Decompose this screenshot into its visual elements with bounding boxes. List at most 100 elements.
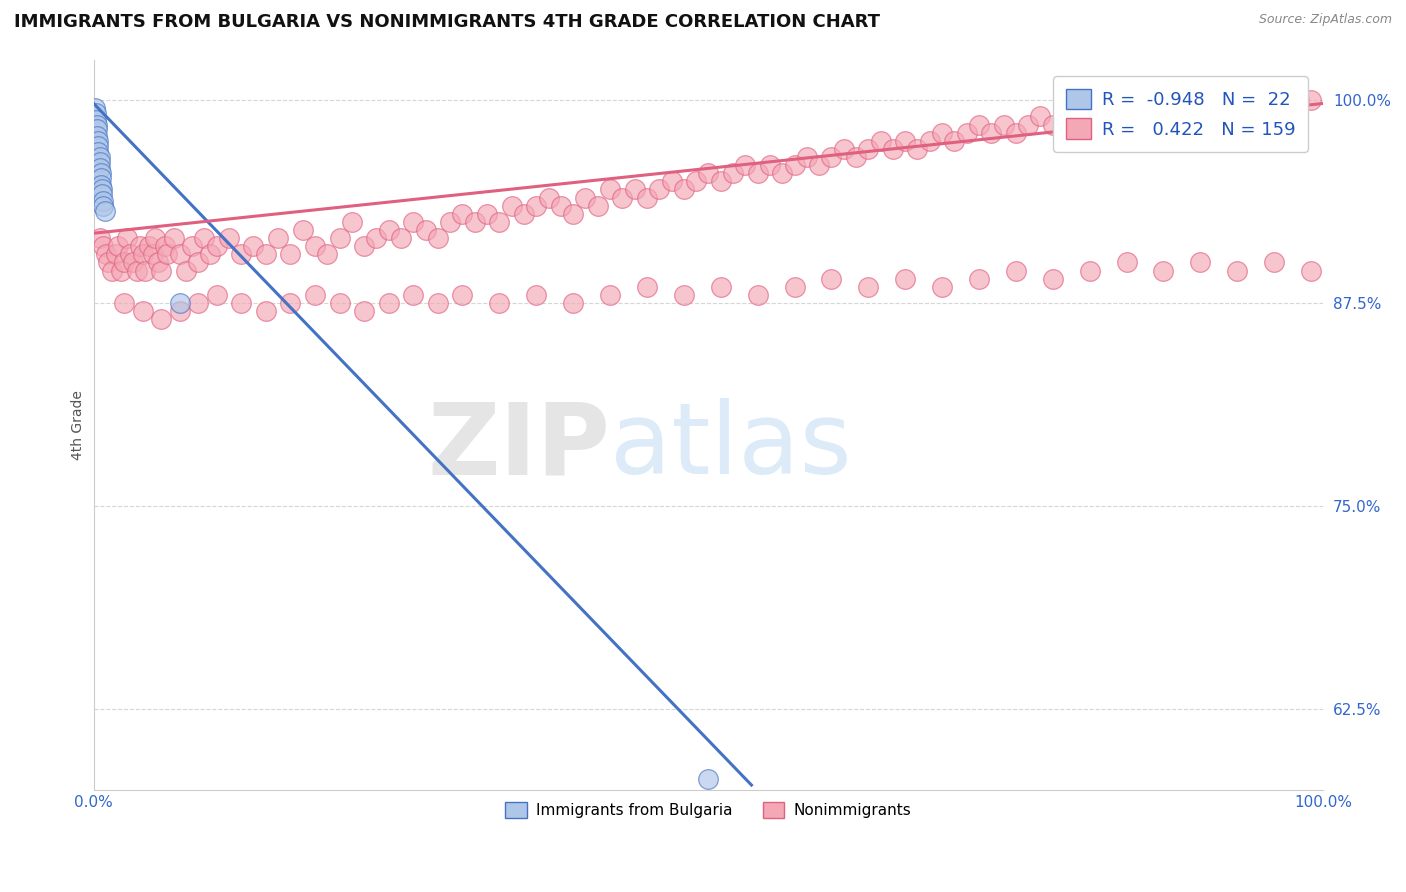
Point — [132, 247, 155, 261]
Point — [91, 182, 114, 196]
Point — [636, 280, 658, 294]
Point — [931, 280, 953, 294]
Point — [110, 263, 132, 277]
Point — [685, 174, 707, 188]
Point — [967, 271, 990, 285]
Point — [150, 312, 173, 326]
Point — [97, 255, 120, 269]
Point — [1263, 95, 1285, 109]
Point — [328, 231, 350, 245]
Point — [162, 231, 184, 245]
Point — [1226, 263, 1249, 277]
Point — [586, 199, 609, 213]
Point — [1288, 93, 1310, 107]
Point — [464, 215, 486, 229]
Point — [112, 296, 135, 310]
Point — [205, 288, 228, 302]
Point — [242, 239, 264, 253]
Point — [169, 304, 191, 318]
Point — [524, 199, 547, 213]
Point — [747, 288, 769, 302]
Point — [254, 247, 277, 261]
Point — [488, 296, 510, 310]
Point — [1189, 255, 1212, 269]
Point — [86, 118, 108, 132]
Point — [524, 288, 547, 302]
Point — [1189, 98, 1212, 112]
Point — [697, 772, 720, 786]
Text: IMMIGRANTS FROM BULGARIA VS NONIMMIGRANTS 4TH GRADE CORRELATION CHART: IMMIGRANTS FROM BULGARIA VS NONIMMIGRANT… — [14, 13, 880, 31]
Point — [1152, 106, 1174, 120]
Point — [1263, 255, 1285, 269]
Point — [90, 178, 112, 192]
Point — [1017, 118, 1039, 132]
Point — [980, 126, 1002, 140]
Point — [858, 142, 880, 156]
Point — [1201, 98, 1223, 112]
Point — [820, 271, 842, 285]
Point — [90, 166, 112, 180]
Point — [858, 280, 880, 294]
Point — [612, 190, 634, 204]
Text: Source: ZipAtlas.com: Source: ZipAtlas.com — [1258, 13, 1392, 27]
Point — [125, 263, 148, 277]
Point — [796, 150, 818, 164]
Point — [648, 182, 671, 196]
Point — [142, 247, 165, 261]
Point — [89, 231, 111, 245]
Point — [882, 142, 904, 156]
Point — [377, 223, 399, 237]
Point — [89, 150, 111, 164]
Point — [328, 296, 350, 310]
Point — [156, 247, 179, 261]
Point — [550, 199, 572, 213]
Point — [86, 128, 108, 143]
Point — [1115, 101, 1137, 115]
Point — [200, 247, 222, 261]
Point — [112, 255, 135, 269]
Point — [451, 288, 474, 302]
Point — [389, 231, 412, 245]
Point — [1005, 263, 1028, 277]
Point — [104, 247, 127, 261]
Point — [153, 239, 176, 253]
Point — [956, 126, 979, 140]
Point — [231, 247, 253, 261]
Point — [1066, 118, 1088, 132]
Point — [623, 182, 645, 196]
Point — [129, 239, 152, 253]
Point — [187, 296, 209, 310]
Point — [402, 288, 425, 302]
Text: atlas: atlas — [610, 398, 852, 495]
Point — [562, 207, 585, 221]
Y-axis label: 4th Grade: 4th Grade — [72, 390, 86, 459]
Point — [169, 296, 191, 310]
Point — [661, 174, 683, 188]
Point — [1042, 271, 1064, 285]
Point — [808, 158, 831, 172]
Point — [267, 231, 290, 245]
Point — [599, 182, 621, 196]
Point — [93, 203, 115, 218]
Point — [353, 304, 375, 318]
Point — [1128, 109, 1150, 123]
Point — [918, 134, 941, 148]
Point — [89, 154, 111, 169]
Point — [562, 296, 585, 310]
Point — [90, 171, 112, 186]
Point — [993, 118, 1015, 132]
Point — [1177, 101, 1199, 115]
Point — [93, 199, 115, 213]
Point — [721, 166, 744, 180]
Point — [1299, 263, 1322, 277]
Point — [1102, 109, 1125, 123]
Point — [697, 166, 720, 180]
Point — [845, 150, 868, 164]
Point — [783, 280, 806, 294]
Point — [734, 158, 756, 172]
Point — [107, 239, 129, 253]
Point — [132, 304, 155, 318]
Point — [770, 166, 793, 180]
Point — [747, 166, 769, 180]
Point — [146, 255, 169, 269]
